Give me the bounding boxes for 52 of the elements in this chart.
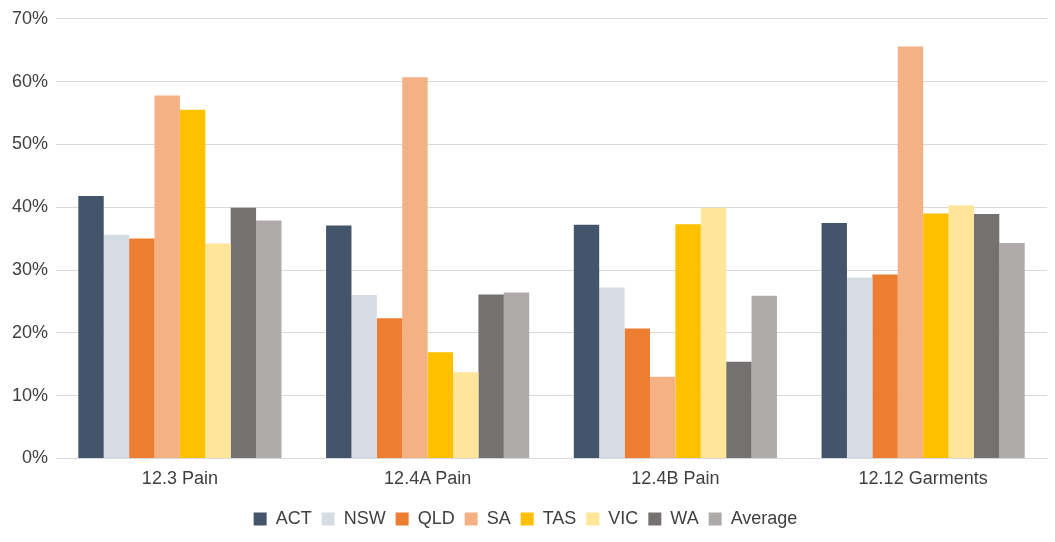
bar: [376, 318, 403, 458]
bar: [402, 77, 428, 458]
bar: [78, 195, 104, 458]
bar: [599, 287, 625, 458]
bar: [923, 213, 949, 458]
legend-label: ACT: [275, 507, 312, 528]
legend-label: VIC: [608, 507, 639, 528]
bar: [821, 222, 847, 458]
legend-label: NSW: [343, 507, 386, 528]
x-tick-label: 12.3 Pain: [141, 468, 218, 489]
x-tick-label: 12.4A Pain: [384, 468, 472, 489]
bar: [675, 224, 701, 458]
bar: [103, 234, 130, 458]
bar: [624, 328, 650, 458]
y-tick-label: 10%: [12, 384, 49, 405]
bar: [872, 274, 898, 458]
bar: [230, 207, 257, 458]
y-tick-label: 50%: [12, 133, 49, 154]
y-tick-label: 60%: [12, 70, 49, 91]
bar: [326, 225, 352, 458]
bar: [700, 207, 727, 458]
y-tick-label: 20%: [12, 321, 49, 342]
bar: [999, 243, 1025, 458]
bar: [129, 238, 155, 458]
legend-label: WA: [670, 507, 699, 528]
bar: [427, 352, 454, 458]
bar: [973, 214, 1000, 458]
bar: [503, 292, 530, 458]
bar: [154, 95, 180, 458]
legend-label: TAS: [542, 507, 577, 528]
bar: [351, 295, 377, 458]
bar: [205, 243, 231, 458]
legend-label: Average: [730, 507, 798, 528]
bar: [453, 372, 479, 458]
bar: [751, 295, 777, 458]
bar: [179, 109, 206, 458]
bar: [649, 376, 676, 458]
bar: [573, 224, 600, 458]
legend-label: QLD: [417, 507, 455, 528]
legend-label: SA: [486, 507, 511, 528]
y-tick-label: 0%: [22, 447, 49, 468]
bar: [948, 205, 974, 458]
y-tick-label: 70%: [12, 7, 49, 28]
bar: [726, 361, 752, 458]
y-tick-label: 40%: [12, 196, 49, 217]
bar: [478, 294, 504, 458]
x-tick-label: 12.12 Garments: [858, 468, 988, 489]
y-tick-label: 30%: [12, 258, 49, 279]
x-tick-label: 12.4B Pain: [631, 468, 720, 489]
bar: [897, 46, 924, 458]
bar: [256, 220, 282, 458]
bar: [846, 277, 873, 458]
